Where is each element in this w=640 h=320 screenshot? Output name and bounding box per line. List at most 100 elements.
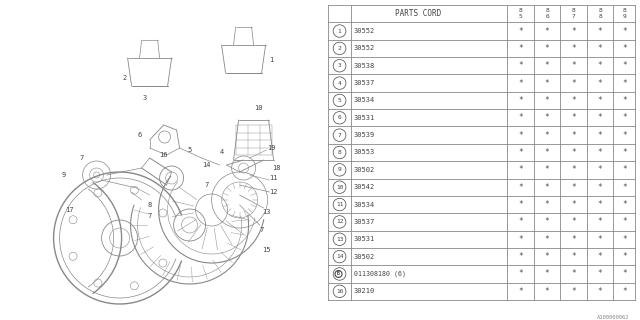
Text: *: * — [622, 165, 627, 174]
Text: *: * — [545, 183, 549, 192]
Text: B: B — [337, 271, 340, 276]
Text: 13: 13 — [336, 237, 343, 242]
Text: 4: 4 — [220, 149, 224, 155]
Text: *: * — [598, 235, 602, 244]
Text: *: * — [598, 131, 602, 140]
Text: *: * — [518, 165, 523, 174]
Text: *: * — [518, 287, 523, 296]
Text: *: * — [545, 200, 549, 209]
Text: 11: 11 — [336, 202, 343, 207]
Text: 6: 6 — [545, 14, 549, 19]
Text: *: * — [598, 165, 602, 174]
Text: *: * — [518, 217, 523, 227]
Text: *: * — [572, 131, 576, 140]
Text: *: * — [622, 235, 627, 244]
Text: 9: 9 — [622, 14, 626, 19]
Text: *: * — [598, 183, 602, 192]
Text: *: * — [598, 113, 602, 122]
Text: *: * — [622, 183, 627, 192]
Circle shape — [333, 112, 346, 124]
Text: 30539: 30539 — [354, 132, 375, 138]
Text: 8: 8 — [147, 202, 152, 208]
Text: *: * — [545, 148, 549, 157]
Text: 30552: 30552 — [354, 28, 375, 34]
Text: 8: 8 — [598, 8, 602, 13]
Text: *: * — [622, 96, 627, 105]
Text: *: * — [518, 61, 523, 70]
Text: A100000062: A100000062 — [597, 315, 630, 320]
Circle shape — [333, 77, 346, 89]
Text: *: * — [572, 148, 576, 157]
Text: 6: 6 — [338, 115, 341, 120]
Text: 8: 8 — [518, 8, 522, 13]
Text: *: * — [572, 217, 576, 227]
Text: *: * — [622, 113, 627, 122]
Text: 18: 18 — [273, 165, 281, 171]
Text: 30531: 30531 — [354, 236, 375, 242]
Text: *: * — [598, 252, 602, 261]
Text: 30531: 30531 — [354, 115, 375, 121]
Text: 5: 5 — [518, 14, 522, 19]
Text: 30552: 30552 — [354, 45, 375, 52]
Text: *: * — [572, 113, 576, 122]
Text: *: * — [622, 131, 627, 140]
Text: *: * — [622, 252, 627, 261]
Text: 30502: 30502 — [354, 254, 375, 260]
Text: 30534: 30534 — [354, 98, 375, 103]
Text: 12: 12 — [336, 220, 343, 224]
Text: *: * — [572, 27, 576, 36]
Text: *: * — [545, 235, 549, 244]
Text: *: * — [572, 287, 576, 296]
Text: 3: 3 — [143, 95, 147, 101]
Text: 30538: 30538 — [354, 63, 375, 69]
Text: 17: 17 — [65, 207, 74, 213]
Circle shape — [333, 94, 346, 107]
Text: 6: 6 — [138, 132, 141, 138]
Text: *: * — [518, 252, 523, 261]
Text: *: * — [545, 287, 549, 296]
Text: *: * — [545, 217, 549, 227]
Text: *: * — [598, 61, 602, 70]
Text: 30502: 30502 — [354, 167, 375, 173]
Text: *: * — [572, 165, 576, 174]
Text: *: * — [518, 96, 523, 105]
Text: 5: 5 — [338, 98, 341, 103]
Text: 9: 9 — [338, 167, 341, 172]
Text: 1: 1 — [338, 28, 341, 34]
Text: *: * — [518, 269, 523, 278]
Text: *: * — [598, 44, 602, 53]
Circle shape — [333, 233, 346, 245]
Text: 30534: 30534 — [354, 202, 375, 208]
Text: 16: 16 — [159, 152, 168, 158]
Text: 14: 14 — [202, 162, 211, 168]
Text: *: * — [545, 44, 549, 53]
Text: 9: 9 — [61, 172, 66, 178]
Text: *: * — [518, 113, 523, 122]
Text: 30537: 30537 — [354, 219, 375, 225]
Text: 8: 8 — [338, 150, 341, 155]
Text: *: * — [622, 200, 627, 209]
Text: *: * — [598, 269, 602, 278]
Text: *: * — [518, 183, 523, 192]
Text: *: * — [518, 131, 523, 140]
Text: *: * — [545, 96, 549, 105]
Text: 2: 2 — [122, 75, 127, 81]
Text: 2: 2 — [338, 46, 341, 51]
Text: *: * — [545, 61, 549, 70]
Text: *: * — [572, 79, 576, 88]
Text: *: * — [622, 27, 627, 36]
Text: 16: 16 — [336, 289, 343, 294]
Circle shape — [333, 42, 346, 55]
Text: *: * — [518, 27, 523, 36]
Text: *: * — [598, 79, 602, 88]
Text: 19: 19 — [268, 145, 276, 151]
Text: *: * — [572, 96, 576, 105]
Text: *: * — [545, 79, 549, 88]
Text: 12: 12 — [269, 189, 278, 195]
Circle shape — [335, 270, 342, 277]
Text: *: * — [598, 217, 602, 227]
Text: 30542: 30542 — [354, 184, 375, 190]
Text: 7: 7 — [259, 227, 264, 233]
Text: 5: 5 — [188, 147, 192, 153]
Text: *: * — [598, 148, 602, 157]
